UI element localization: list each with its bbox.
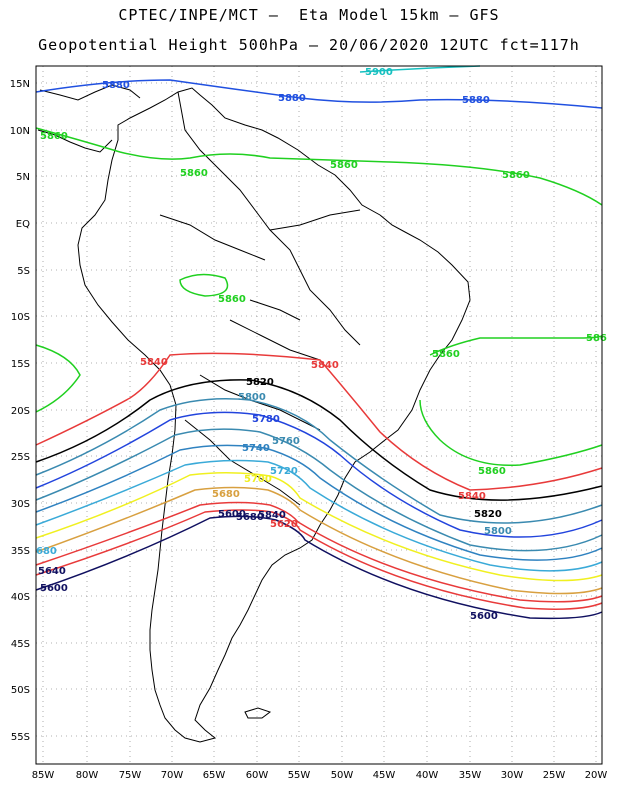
- contour-line: [35, 411, 603, 538]
- lat-tick-label: 5S: [17, 266, 30, 277]
- contour-label: 5720: [270, 466, 298, 477]
- lon-tick-label: 65W: [203, 770, 226, 781]
- contour-line: [35, 428, 603, 552]
- contour-line: [179, 273, 229, 297]
- contour-label: 5800: [238, 392, 266, 403]
- falkland-islands: [244, 707, 272, 719]
- lat-tick-label: 10N: [10, 126, 30, 137]
- contour-line: [35, 344, 81, 413]
- contour-label: 5780: [252, 414, 280, 425]
- lon-tick-label: 75W: [119, 770, 142, 781]
- lat-tick-label: 45S: [11, 639, 30, 650]
- latitude-labels: 15N 10N 5N EQ 5S 10S 15S 20S 25S 30S 35S 40S 45S 50S 5…: [10, 79, 30, 743]
- lon-tick-label: 85W: [32, 770, 55, 781]
- lat-tick-label: 10S: [11, 312, 30, 323]
- lat-tick-label: 15S: [11, 359, 30, 370]
- contour-line: [429, 335, 603, 356]
- contour-line: [35, 486, 603, 595]
- contour-label: 680: [36, 546, 57, 557]
- contour-label: 5860: [40, 131, 68, 142]
- lat-tick-label: 5N: [16, 172, 30, 183]
- contour-label: 5680: [236, 512, 264, 523]
- lon-tick-label: 35W: [459, 770, 482, 781]
- title-line-1: CPTEC/INPE/MCT – Eta Model 15km – GFS: [118, 6, 500, 24]
- contour-label: 5860: [502, 170, 530, 181]
- lat-tick-label: 15N: [10, 79, 30, 90]
- country-borders: [159, 91, 361, 506]
- contour-line: [35, 515, 603, 620]
- contour-label: 5600: [470, 611, 498, 622]
- lat-tick-label: 20S: [11, 406, 30, 417]
- lat-tick-label: EQ: [16, 219, 30, 230]
- height-contours: [35, 65, 603, 620]
- contour-label: 5760: [272, 436, 300, 447]
- contour-line: [419, 399, 603, 467]
- lat-tick-label: 55S: [11, 732, 30, 743]
- central-america-coastline: [37, 84, 141, 153]
- contour-line: [35, 79, 603, 109]
- contour-label: 5620: [270, 519, 298, 530]
- contour-label: 5600: [40, 583, 68, 594]
- contour-label: 5740: [242, 443, 270, 454]
- contour-label: 5860: [478, 466, 506, 477]
- contour-label: 5840: [311, 360, 339, 371]
- lon-tick-label: 20W: [585, 770, 608, 781]
- lat-tick-label: 50S: [11, 685, 30, 696]
- contour-label: 5840: [458, 491, 486, 502]
- contour-label: 5860: [218, 294, 246, 305]
- contour-label: 5880: [462, 95, 490, 106]
- contour-line: [35, 444, 603, 561]
- longitude-labels: 85W 80W 75W 70W 65W 60W 55W 50W 45W 40W 35W 30W 25W 2…: [32, 770, 608, 781]
- contour-label: 5860: [432, 349, 460, 360]
- contour-label: 5600: [218, 509, 246, 520]
- lon-tick-label: 25W: [543, 770, 566, 781]
- lon-tick-label: 30W: [501, 770, 524, 781]
- contour-label: 5880: [278, 93, 306, 104]
- map-frame: [35, 65, 603, 765]
- contour-label: 5900: [365, 67, 393, 78]
- lon-tick-label: 60W: [246, 770, 269, 781]
- contour-label: 5840: [140, 357, 168, 368]
- contour-label: 5680: [212, 489, 240, 500]
- contour-line: [35, 459, 603, 572]
- contour-label: 586: [586, 333, 607, 344]
- lat-tick-label: 30S: [11, 499, 30, 510]
- south-america-coastline: [77, 87, 471, 743]
- lon-tick-label: 55W: [288, 770, 311, 781]
- lon-tick-label: 70W: [161, 770, 184, 781]
- lon-tick-label: 40W: [416, 770, 439, 781]
- contour-label: 5820: [474, 509, 502, 520]
- contour-label: 5700: [244, 474, 272, 485]
- title-line-2: Geopotential Height 500hPa – 20/06/2020 …: [38, 36, 580, 54]
- contour-line: [35, 501, 603, 603]
- contour-label: 5640: [38, 566, 66, 577]
- lon-tick-label: 50W: [331, 770, 354, 781]
- lon-tick-label: 45W: [373, 770, 396, 781]
- contour-line: [35, 379, 603, 501]
- contour-labels: 5900 5880 5880 5880 5860 5860 5860 5860 5860 5860…: [36, 67, 607, 622]
- lat-tick-label: 35S: [11, 546, 30, 557]
- contour-label: 5820: [246, 377, 274, 388]
- contour-label: 5860: [180, 168, 208, 179]
- contour-label: 5860: [330, 160, 358, 171]
- contour-label: 5880: [102, 80, 130, 91]
- lat-tick-label: 25S: [11, 452, 30, 463]
- contour-label: 5800: [484, 526, 512, 537]
- contour-label: 5840: [258, 510, 286, 521]
- contour-line: [35, 127, 603, 206]
- coastlines: [37, 84, 471, 743]
- lon-tick-label: 80W: [76, 770, 99, 781]
- contour-line: [35, 352, 603, 491]
- lat-tick-label: 40S: [11, 592, 30, 603]
- contour-line: [35, 509, 603, 610]
- contour-line: [35, 398, 603, 524]
- contour-line: [35, 471, 603, 582]
